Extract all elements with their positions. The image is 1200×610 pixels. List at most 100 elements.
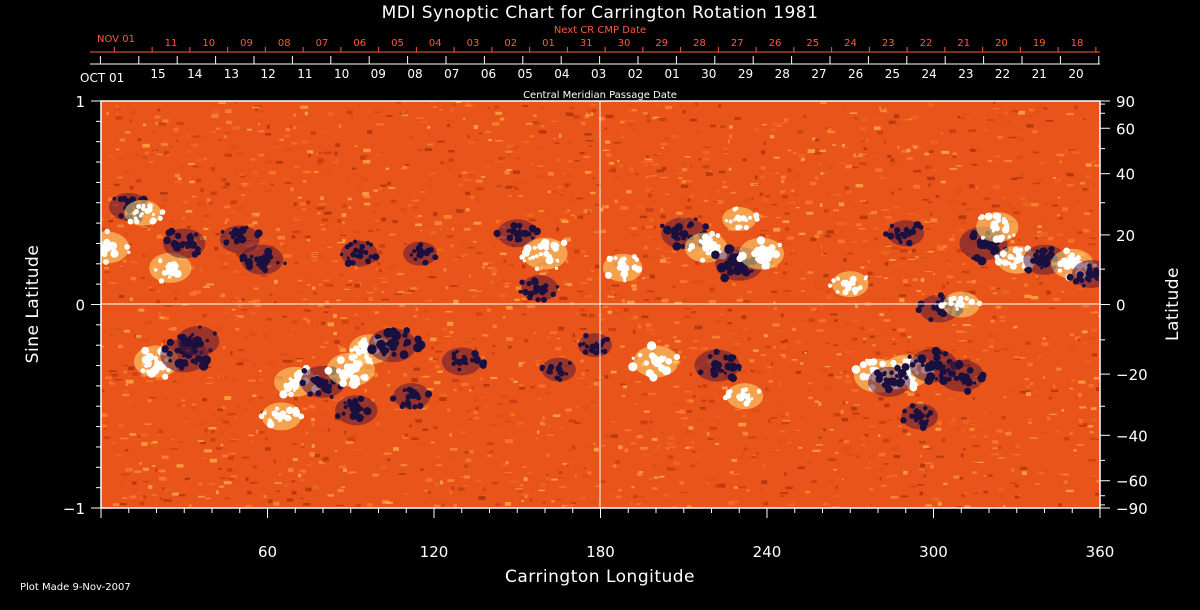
- texture-cell: [598, 117, 605, 121]
- texture-cell: [422, 428, 429, 431]
- texture-cell: [510, 148, 519, 150]
- texture-cell: [809, 181, 817, 186]
- texture-cell: [590, 104, 597, 106]
- texture-cell: [309, 404, 316, 409]
- texture-cell: [346, 110, 353, 115]
- texture-cell: [176, 139, 179, 142]
- texture-cell: [897, 145, 900, 149]
- texture-cell: [364, 389, 367, 393]
- texture-cell: [903, 118, 911, 121]
- texture-cell: [729, 125, 733, 129]
- texture-cell: [915, 393, 920, 397]
- synoptic-map: [88, 101, 1100, 508]
- texture-cell: [1042, 337, 1046, 340]
- negative-flux-patch: [977, 256, 987, 266]
- texture-cell: [925, 228, 931, 230]
- texture-cell: [469, 389, 472, 392]
- texture-cell: [899, 257, 906, 260]
- texture-cell: [265, 447, 271, 451]
- texture-cell: [955, 165, 963, 167]
- texture-cell: [1053, 298, 1060, 301]
- texture-cell: [492, 272, 497, 276]
- texture-cell: [611, 421, 615, 423]
- texture-cell: [487, 452, 492, 454]
- texture-cell: [296, 359, 302, 362]
- texture-cell: [1047, 499, 1051, 501]
- positive-flux-patch: [1012, 233, 1016, 237]
- texture-cell: [312, 485, 319, 490]
- texture-cell: [525, 122, 534, 125]
- texture-cell: [355, 313, 358, 315]
- texture-cell: [334, 450, 338, 452]
- texture-cell: [319, 224, 324, 226]
- negative-flux-patch: [543, 283, 549, 289]
- negative-flux-patch: [923, 406, 928, 411]
- texture-cell: [454, 389, 457, 392]
- texture-cell: [354, 295, 360, 297]
- texture-cell: [760, 175, 766, 179]
- texture-cell: [937, 246, 945, 251]
- texture-cell: [689, 399, 694, 403]
- texture-cell: [149, 288, 155, 291]
- texture-cell: [747, 337, 751, 341]
- texture-cell: [1083, 118, 1086, 120]
- texture-cell: [860, 266, 865, 269]
- texture-cell: [223, 481, 232, 485]
- texture-cell: [219, 418, 226, 421]
- texture-cell: [440, 161, 445, 165]
- texture-cell: [787, 149, 792, 152]
- texture-cell: [819, 368, 828, 373]
- texture-cell: [654, 104, 659, 108]
- texture-cell: [215, 232, 221, 236]
- texture-cell: [1044, 202, 1048, 206]
- texture-cell: [962, 263, 965, 265]
- texture-cell: [1084, 360, 1092, 362]
- negative-flux-patch: [346, 256, 350, 260]
- next-cmp-date-label: 28: [693, 38, 706, 49]
- texture-cell: [643, 299, 649, 301]
- texture-cell: [1002, 505, 1006, 508]
- texture-cell: [731, 332, 737, 335]
- cmp-date-label: 22: [995, 67, 1010, 81]
- texture-cell: [221, 178, 227, 182]
- texture-cell: [630, 233, 639, 237]
- texture-cell: [344, 430, 347, 435]
- texture-cell: [241, 273, 249, 276]
- texture-cell: [447, 408, 451, 413]
- texture-cell: [235, 416, 238, 420]
- positive-flux-patch: [88, 231, 97, 240]
- texture-cell: [210, 131, 217, 133]
- texture-cell: [311, 256, 318, 258]
- texture-cell: [886, 308, 895, 312]
- texture-cell: [1052, 204, 1058, 207]
- texture-cell: [147, 399, 152, 403]
- texture-cell: [646, 114, 650, 118]
- texture-cell: [787, 236, 795, 240]
- texture-cell: [780, 340, 785, 344]
- texture-cell: [646, 119, 651, 123]
- positive-flux-patch: [845, 284, 849, 288]
- texture-cell: [571, 502, 576, 504]
- texture-cell: [1026, 124, 1034, 128]
- texture-cell: [204, 428, 208, 433]
- positive-flux-patch: [688, 243, 696, 250]
- texture-cell: [619, 306, 624, 309]
- texture-cell: [1076, 444, 1084, 446]
- negative-flux-patch: [930, 361, 939, 370]
- texture-cell: [652, 487, 658, 490]
- texture-cell: [325, 283, 334, 287]
- texture-cell: [346, 108, 351, 110]
- cmp-date-label: 23: [958, 67, 973, 81]
- texture-cell: [323, 462, 326, 465]
- texture-cell: [220, 293, 226, 298]
- texture-cell: [1095, 492, 1100, 496]
- texture-cell: [906, 340, 910, 343]
- texture-cell: [649, 218, 654, 222]
- texture-cell: [538, 130, 547, 134]
- texture-cell: [274, 279, 278, 284]
- texture-cell: [702, 384, 708, 388]
- texture-cell: [353, 448, 362, 450]
- texture-cell: [119, 265, 123, 267]
- negative-flux-patch: [555, 285, 560, 289]
- texture-cell: [327, 246, 332, 248]
